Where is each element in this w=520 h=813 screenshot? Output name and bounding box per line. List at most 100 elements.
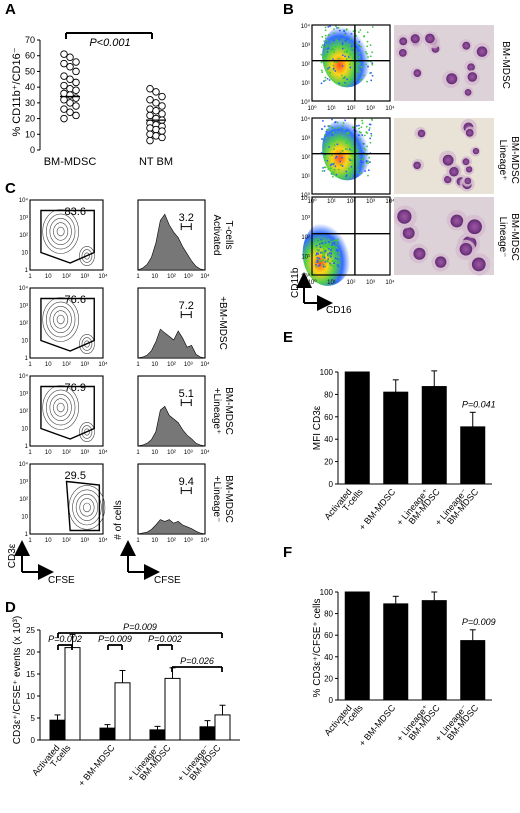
event-dot — [349, 37, 352, 40]
event-dot — [333, 39, 336, 42]
event-dot — [319, 251, 322, 254]
event-dot — [315, 246, 318, 248]
event-dot — [350, 165, 353, 168]
event-dot — [356, 70, 359, 72]
event-dot — [338, 261, 341, 264]
event-dot — [318, 257, 320, 260]
event-dot — [341, 65, 344, 67]
event-dot — [333, 28, 335, 31]
event-dot — [334, 239, 337, 242]
panel-a-yaxis: 0 10 20 30 40 50 60 70 — [25, 35, 41, 155]
event-dot — [347, 132, 350, 135]
x-tick-label: 10⁴ — [200, 537, 210, 544]
event-dot — [358, 40, 361, 43]
panel-d-ylabel: CD3ε⁺/CFSE⁺ events (x 10³) — [12, 616, 23, 744]
data-point — [146, 111, 154, 120]
y-tick-label: 80 — [324, 390, 333, 399]
event-dot — [334, 120, 337, 123]
bar — [344, 591, 370, 701]
y-tick-label: 40 — [324, 653, 333, 662]
plot-frame — [311, 196, 391, 276]
event-dot — [366, 45, 368, 48]
event-dot — [344, 39, 347, 42]
event-dot — [329, 164, 332, 167]
event-dot — [342, 122, 345, 124]
event-dot — [362, 157, 365, 160]
panel-letter-e: E — [283, 329, 293, 346]
label-lineage-pos: Lineage⁺ — [497, 140, 508, 181]
event-dot — [359, 159, 362, 162]
event-dot — [362, 161, 364, 164]
significance-pvalue: P=0.009 — [98, 634, 132, 644]
event-dot — [365, 159, 368, 162]
event-dot — [334, 165, 337, 168]
event-dot — [357, 43, 360, 46]
event-dot — [349, 174, 352, 177]
x-tick-label: 10 — [151, 362, 158, 368]
event-dot — [332, 171, 335, 174]
event-dot — [367, 160, 369, 163]
event-dot — [316, 257, 319, 260]
event-dot — [315, 239, 318, 242]
cell-nucleus — [467, 219, 482, 235]
event-dot — [369, 161, 371, 163]
event-dot — [350, 149, 353, 152]
event-dot — [362, 165, 364, 167]
bar — [214, 714, 231, 741]
x-tick-label: 10 — [45, 450, 52, 456]
bar — [421, 600, 447, 701]
contour-line — [45, 301, 76, 338]
x-tick-label: 10³ — [80, 538, 89, 544]
contour-plot: 76.6 1 10 10² 10³ 10⁴ 1 10 10² 10³ 10⁴ — [19, 285, 108, 368]
contour-line — [79, 334, 95, 354]
y-tick-label: 10³ — [19, 304, 28, 310]
event-dot — [371, 63, 374, 66]
panel-letter-c: C — [5, 180, 16, 197]
event-dot — [370, 134, 373, 137]
event-dot — [336, 39, 339, 42]
label-bm-mdsc-3: BM-MDSC — [509, 213, 520, 261]
event-dot — [335, 127, 338, 130]
event-dot — [325, 136, 328, 139]
significance-pvalue: P=0.009 — [123, 622, 157, 632]
cell-nucleus — [410, 34, 420, 44]
event-dot — [317, 253, 320, 255]
event-dot — [345, 170, 348, 173]
event-dot — [324, 37, 327, 40]
y-tick-label: 0 — [329, 480, 334, 489]
event-dot — [350, 45, 353, 48]
event-dot — [331, 127, 334, 129]
data-point — [146, 124, 154, 132]
data-point — [152, 114, 160, 123]
y-tick-label: 10³ — [301, 136, 310, 142]
data-point — [72, 67, 80, 76]
density-cloud — [322, 23, 373, 88]
contour-plot: 76.9 1 10 10² 10³ 10⁴ 1 10 10² 10³ 10⁴ — [19, 373, 108, 456]
event-dot — [323, 249, 325, 252]
event-dot — [328, 247, 330, 250]
label-lineage-neg: Lineage⁻ — [497, 217, 508, 258]
y-tick-label: 10⁴ — [19, 285, 29, 292]
y-tick-label: 10³ — [301, 216, 310, 222]
y-tick-label: 10³ — [19, 392, 28, 398]
y-tick-label: 20 — [324, 674, 333, 683]
event-dot — [359, 138, 361, 141]
event-dot — [315, 261, 317, 264]
cell-nucleus — [397, 209, 412, 224]
y-tick-label: 80 — [324, 610, 333, 619]
density-cloud — [302, 220, 353, 286]
y-tick-label: 100 — [320, 368, 334, 377]
histogram-value: 3.2 — [179, 212, 194, 224]
event-dot — [333, 51, 335, 53]
event-dot — [341, 156, 344, 159]
cell-nucleus — [476, 46, 488, 57]
event-dot — [326, 51, 329, 54]
y-tick-label: 1 — [25, 268, 29, 274]
contour-plot: 29.5 1 10 10² 10³ 10⁴ 1 10 10² 10³ 10⁴ — [19, 461, 108, 544]
event-dot — [347, 129, 349, 131]
event-dot — [322, 239, 325, 242]
event-dot — [321, 44, 324, 46]
event-dot — [343, 29, 345, 32]
histogram-plot: 9.4 1 10 10² 10³ 10⁴ — [136, 463, 210, 544]
panel-letter-a: A — [5, 1, 16, 18]
